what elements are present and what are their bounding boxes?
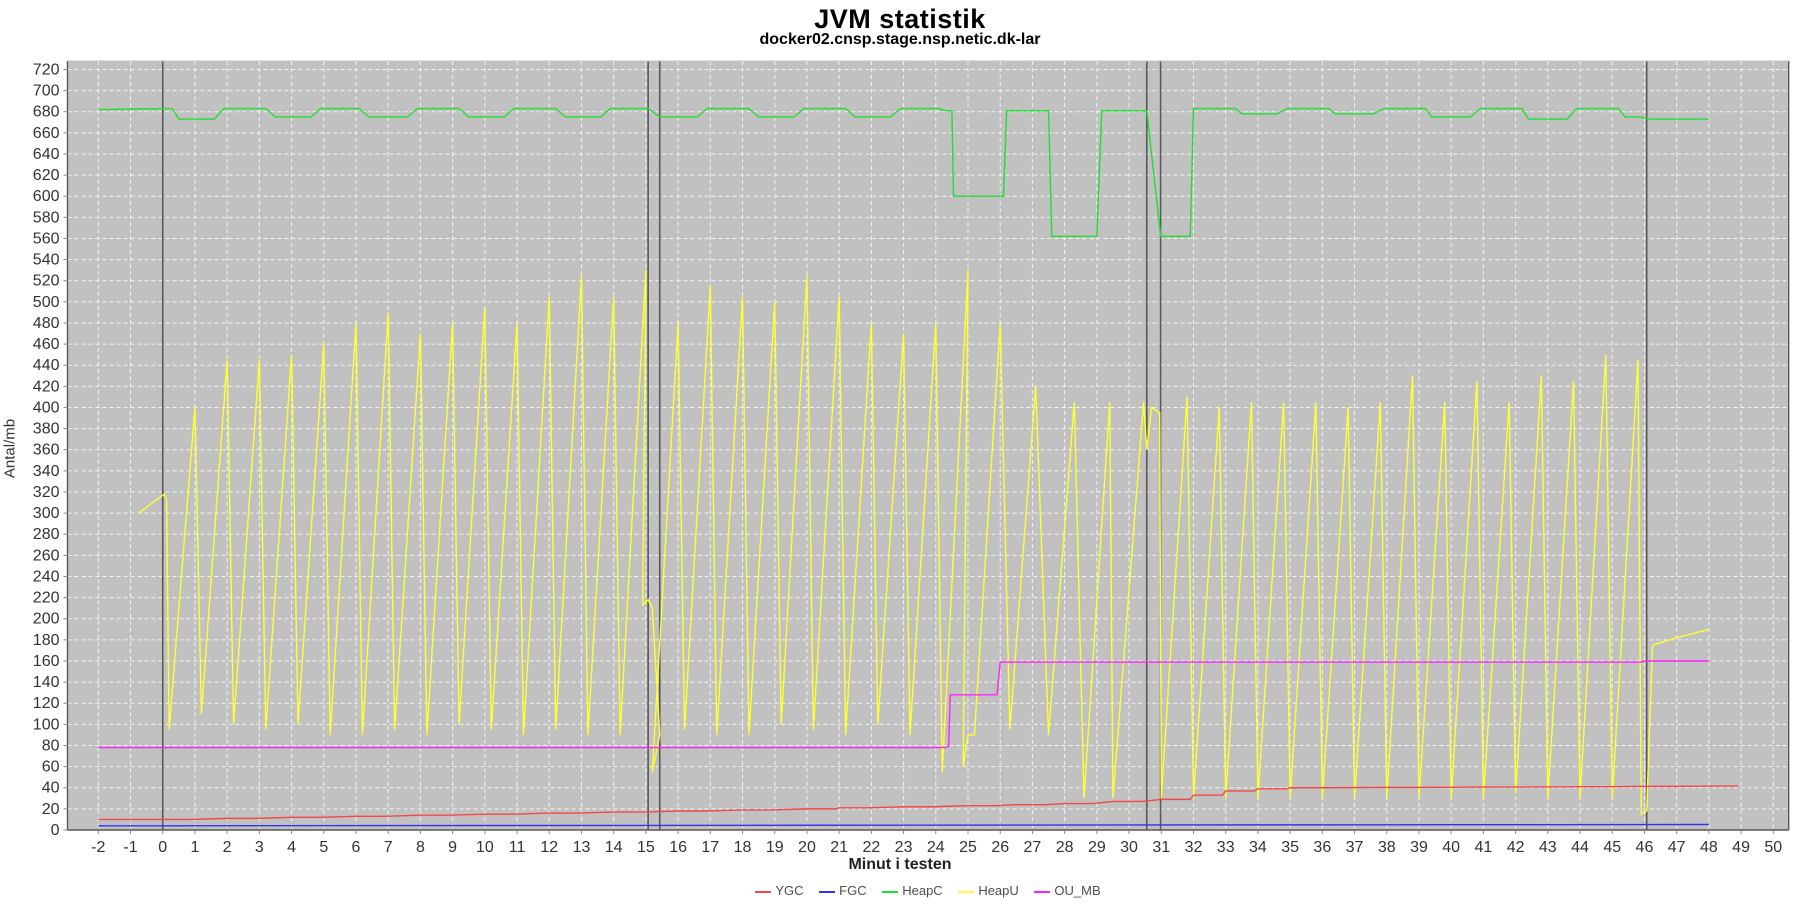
svg-text:24: 24 [927, 839, 945, 856]
svg-text:10: 10 [476, 839, 494, 856]
svg-text:25: 25 [959, 839, 977, 856]
svg-text:620: 620 [33, 167, 60, 184]
svg-text:280: 280 [33, 526, 60, 543]
svg-text:12: 12 [540, 839, 558, 856]
svg-text:15: 15 [637, 839, 655, 856]
svg-text:42: 42 [1507, 839, 1525, 856]
svg-text:40: 40 [1442, 839, 1460, 856]
svg-text:28: 28 [1056, 839, 1074, 856]
svg-text:46: 46 [1636, 839, 1654, 856]
svg-text:720: 720 [33, 62, 60, 79]
svg-text:320: 320 [33, 484, 60, 501]
svg-text:9: 9 [448, 839, 457, 856]
svg-text:29: 29 [1088, 839, 1106, 856]
svg-text:27: 27 [1024, 839, 1042, 856]
svg-text:220: 220 [33, 590, 60, 607]
svg-text:37: 37 [1346, 839, 1364, 856]
svg-text:45: 45 [1603, 839, 1621, 856]
svg-text:360: 360 [33, 442, 60, 459]
svg-text:16: 16 [669, 839, 687, 856]
svg-text:0: 0 [51, 822, 60, 839]
svg-text:8: 8 [416, 839, 425, 856]
svg-text:21: 21 [830, 839, 848, 856]
svg-text:5: 5 [319, 839, 328, 856]
svg-text:460: 460 [33, 336, 60, 353]
svg-text:2: 2 [223, 839, 232, 856]
svg-text:23: 23 [895, 839, 913, 856]
svg-text:540: 540 [33, 252, 60, 269]
svg-text:340: 340 [33, 463, 60, 480]
svg-text:36: 36 [1313, 839, 1331, 856]
svg-text:38: 38 [1378, 839, 1396, 856]
svg-text:480: 480 [33, 315, 60, 332]
svg-text:20: 20 [798, 839, 816, 856]
svg-text:19: 19 [766, 839, 784, 856]
svg-text:43: 43 [1539, 839, 1557, 856]
svg-text:560: 560 [33, 231, 60, 248]
svg-text:30: 30 [1120, 839, 1138, 856]
svg-text:44: 44 [1571, 839, 1589, 856]
svg-text:20: 20 [42, 801, 60, 818]
svg-text:500: 500 [33, 294, 60, 311]
svg-text:17: 17 [701, 839, 719, 856]
svg-text:48: 48 [1700, 839, 1718, 856]
svg-text:4: 4 [287, 839, 296, 856]
svg-text:700: 700 [33, 83, 60, 100]
svg-text:60: 60 [42, 759, 60, 776]
svg-text:34: 34 [1249, 839, 1267, 856]
svg-text:3: 3 [255, 839, 264, 856]
svg-text:7: 7 [384, 839, 393, 856]
svg-text:120: 120 [33, 695, 60, 712]
svg-text:31: 31 [1152, 839, 1170, 856]
svg-text:22: 22 [862, 839, 880, 856]
svg-text:580: 580 [33, 209, 60, 226]
svg-text:640: 640 [33, 146, 60, 163]
svg-text:35: 35 [1281, 839, 1299, 856]
svg-text:400: 400 [33, 400, 60, 417]
svg-text:40: 40 [42, 780, 60, 797]
svg-text:18: 18 [734, 839, 752, 856]
svg-text:50: 50 [1764, 839, 1782, 856]
svg-text:6: 6 [352, 839, 361, 856]
svg-text:1: 1 [190, 839, 199, 856]
svg-text:600: 600 [33, 188, 60, 205]
svg-text:41: 41 [1474, 839, 1492, 856]
svg-text:160: 160 [33, 653, 60, 670]
svg-text:80: 80 [42, 738, 60, 755]
svg-text:14: 14 [605, 839, 623, 856]
svg-text:300: 300 [33, 505, 60, 522]
svg-text:-1: -1 [123, 839, 137, 856]
svg-text:140: 140 [33, 674, 60, 691]
svg-text:260: 260 [33, 547, 60, 564]
svg-text:520: 520 [33, 273, 60, 290]
svg-text:240: 240 [33, 569, 60, 586]
svg-text:660: 660 [33, 125, 60, 142]
svg-text:33: 33 [1217, 839, 1235, 856]
svg-text:380: 380 [33, 421, 60, 438]
svg-text:180: 180 [33, 632, 60, 649]
svg-text:0: 0 [158, 839, 167, 856]
svg-text:420: 420 [33, 378, 60, 395]
svg-text:47: 47 [1668, 839, 1686, 856]
svg-text:-2: -2 [91, 839, 105, 856]
svg-text:440: 440 [33, 357, 60, 374]
svg-text:680: 680 [33, 104, 60, 121]
svg-text:100: 100 [33, 716, 60, 733]
svg-text:26: 26 [991, 839, 1009, 856]
svg-text:32: 32 [1185, 839, 1203, 856]
svg-text:13: 13 [573, 839, 591, 856]
svg-text:200: 200 [33, 611, 60, 628]
svg-text:39: 39 [1410, 839, 1428, 856]
svg-text:49: 49 [1732, 839, 1750, 856]
svg-text:11: 11 [509, 839, 526, 856]
